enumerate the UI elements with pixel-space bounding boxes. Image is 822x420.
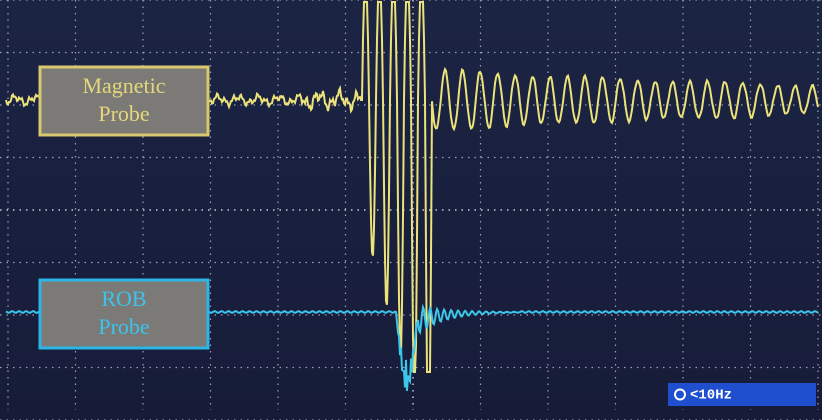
oscilloscope-screen: Magnetic Probe ROB Probe <10Hz bbox=[0, 0, 822, 420]
status-bar: <10Hz bbox=[668, 383, 816, 406]
rob-probe-label: ROB Probe bbox=[40, 280, 208, 348]
page: Magnetic Probe ROB Probe <10Hz (() => { … bbox=[0, 0, 822, 420]
magnetic-probe-label: Magnetic Probe bbox=[40, 67, 208, 135]
label-text: Magnetic bbox=[82, 73, 165, 98]
label-text: ROB bbox=[101, 286, 146, 311]
label-text: Probe bbox=[98, 101, 149, 126]
label-text: Probe bbox=[98, 314, 149, 339]
status-text: <10Hz bbox=[690, 388, 732, 404]
